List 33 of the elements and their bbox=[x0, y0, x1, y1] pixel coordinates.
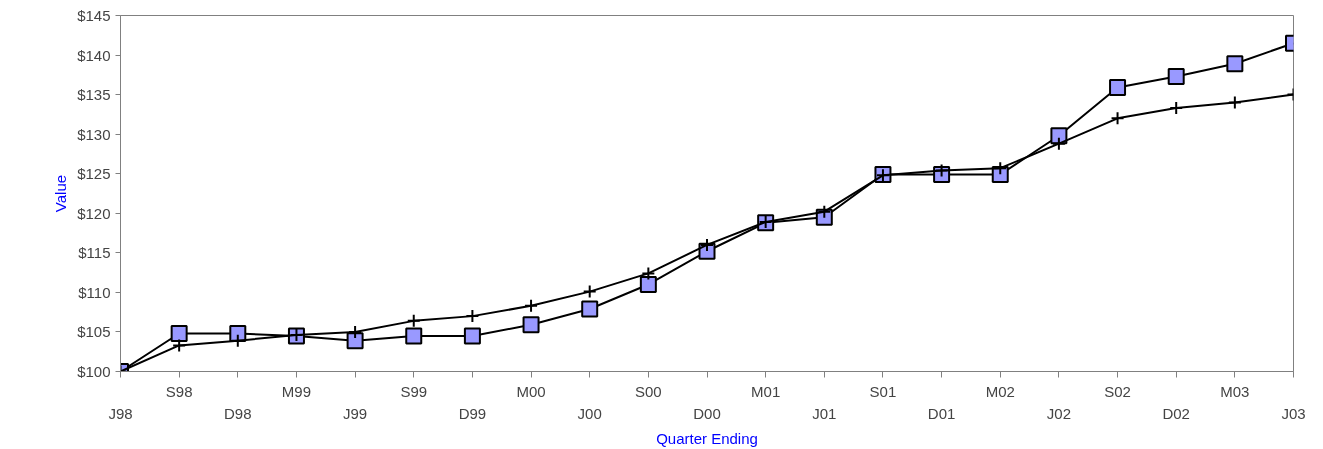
x-tick-label: D98 bbox=[224, 404, 252, 422]
x-tick-label: S98 bbox=[165, 382, 193, 400]
x-tick-label: D01 bbox=[927, 404, 956, 422]
x-tick-label: J98 bbox=[108, 404, 133, 422]
x-tick-label: J02 bbox=[1046, 404, 1071, 422]
y-tick-label: $105 bbox=[77, 323, 111, 341]
x-tick-label: S02 bbox=[1104, 382, 1131, 400]
y-tick-label: $145 bbox=[77, 7, 111, 24]
x-tick-label: M00 bbox=[516, 382, 546, 400]
y-tick-label: $125 bbox=[77, 165, 111, 183]
y-tick-label: $130 bbox=[77, 125, 111, 143]
y-tick-label: $135 bbox=[77, 86, 111, 104]
x-axis-title: Quarter Ending bbox=[656, 429, 758, 447]
y-tick-label: $140 bbox=[77, 46, 111, 64]
x-tick-label: M99 bbox=[281, 382, 312, 400]
y-tick-label: $110 bbox=[78, 283, 111, 301]
x-tick-label: D99 bbox=[458, 404, 487, 422]
y-tick-label: $115 bbox=[78, 244, 111, 262]
x-tick-label: M02 bbox=[985, 382, 1015, 400]
x-tick-label: D00 bbox=[693, 404, 721, 422]
x-tick-label: S01 bbox=[869, 382, 897, 400]
x-tick-label: J03 bbox=[1281, 404, 1306, 422]
x-tick-label: M03 bbox=[1220, 382, 1250, 400]
x-tick-label: S99 bbox=[400, 382, 428, 400]
y-tick-label: $120 bbox=[77, 204, 111, 222]
x-tick-label: J00 bbox=[577, 404, 602, 422]
x-tick-label: J01 bbox=[812, 404, 837, 422]
x-tick-label: D02 bbox=[1162, 404, 1190, 422]
y-axis-title: Value bbox=[52, 174, 70, 213]
x-tick-label: M01 bbox=[751, 382, 781, 400]
x-tick-label: S00 bbox=[635, 382, 662, 400]
y-tick-label: $100 bbox=[77, 363, 111, 380]
x-tick-label: J99 bbox=[343, 404, 368, 422]
